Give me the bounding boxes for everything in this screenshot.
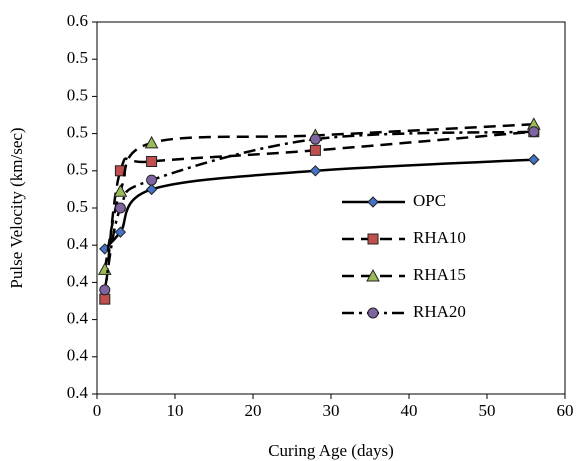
y-tick-label: 0.4 xyxy=(67,383,89,402)
data-point xyxy=(528,153,540,166)
y-tick-label: 0.5 xyxy=(67,48,88,67)
plot-frame xyxy=(96,21,566,395)
x-tick-label: 10 xyxy=(167,401,184,420)
x-tick-label: 50 xyxy=(479,401,496,420)
data-point xyxy=(114,226,127,238)
data-point xyxy=(145,183,158,196)
series-line xyxy=(103,130,534,300)
x-tick-label: 0 xyxy=(93,401,102,420)
x-axis-label: Curing Age (days) xyxy=(268,441,394,460)
y-axis-label: Pulse Velocity (km/sec) xyxy=(7,127,26,288)
y-tick-label: 0.4 xyxy=(67,346,89,365)
data-point xyxy=(144,135,159,149)
legend-marker xyxy=(367,196,379,208)
data-point xyxy=(309,144,321,156)
y-tick-label: 0.5 xyxy=(67,85,88,104)
x-tick-label: 20 xyxy=(245,401,262,420)
series-line xyxy=(103,158,534,250)
x-tick-label: 60 xyxy=(557,401,574,420)
legend-marker xyxy=(366,268,380,282)
series-line xyxy=(103,123,534,270)
legend-label: RHA15 xyxy=(413,265,466,284)
y-tick-label: 0.4 xyxy=(67,234,89,253)
legend-label: RHA10 xyxy=(413,228,466,247)
y-tick-label: 0.5 xyxy=(67,123,88,142)
legend-marker xyxy=(367,307,379,319)
data-point xyxy=(99,293,111,305)
y-tick-label: 0.4 xyxy=(67,309,89,328)
y-tick-label: 0.4 xyxy=(67,271,89,290)
data-point xyxy=(114,202,126,214)
x-tick-label: 40 xyxy=(401,401,418,420)
legend-marker xyxy=(367,233,379,245)
data-point xyxy=(113,184,128,197)
y-tick-label: 0.5 xyxy=(67,160,88,179)
data-point xyxy=(146,156,158,167)
series-line xyxy=(103,130,534,291)
y-tick-label: 0.6 xyxy=(67,11,88,30)
data-point xyxy=(528,126,540,138)
data-point xyxy=(309,133,321,145)
legend-label: OPC xyxy=(413,191,446,210)
x-tick-label: 30 xyxy=(323,401,340,420)
data-point xyxy=(99,284,111,296)
legend-label: RHA20 xyxy=(413,302,466,321)
data-point xyxy=(146,174,158,186)
data-point xyxy=(309,165,322,177)
y-tick-label: 0.5 xyxy=(67,197,88,216)
